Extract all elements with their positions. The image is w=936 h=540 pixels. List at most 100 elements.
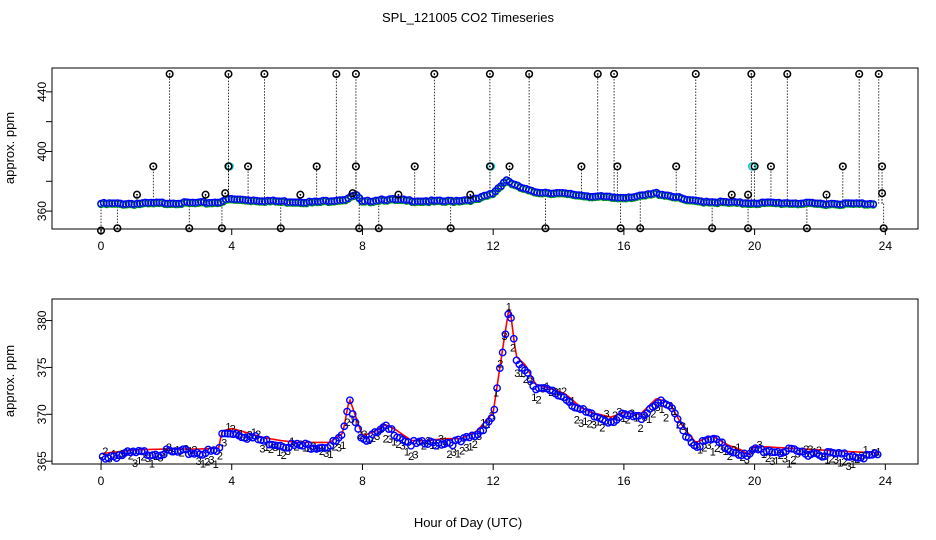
series-1-label-point: 1 <box>506 302 512 314</box>
series-3-point <box>194 198 203 207</box>
series-1-label-point: 1 <box>812 446 818 458</box>
top-outlier-points <box>96 69 888 235</box>
series-3-point <box>122 200 130 208</box>
series-3-point <box>534 384 543 393</box>
series-1-label-point: 1 <box>595 416 601 428</box>
outlier-point <box>466 190 475 199</box>
series-2-label-point: 2 <box>676 420 682 432</box>
outlier-point-center <box>449 227 452 230</box>
bottom-y-tick-label: 370 <box>35 404 49 424</box>
series-3-point <box>354 424 363 433</box>
series-1-label-point: 1 <box>225 422 231 434</box>
outlier-point-center <box>747 193 749 196</box>
outlier-point-center <box>221 227 223 230</box>
outlier-point <box>332 69 341 79</box>
bottom-y-tick-label: 375 <box>35 357 49 377</box>
outlier-point-center <box>489 73 491 75</box>
series-3-point <box>873 450 882 459</box>
outlier-point-center <box>397 193 400 196</box>
outlier-point-center <box>881 192 883 195</box>
series-3-label-point: 3 <box>463 442 469 454</box>
outlier-point <box>485 69 494 79</box>
series-1-label-point: 1 <box>735 442 741 454</box>
outlier-point-center <box>168 73 171 75</box>
series-1-label-point: 1 <box>366 435 372 447</box>
outlier-point-center <box>263 73 266 75</box>
outlier-point <box>149 162 158 171</box>
series-2-label-point: 2 <box>153 451 159 463</box>
outlier-point <box>217 224 226 233</box>
series-1-label-point: 1 <box>315 443 321 455</box>
series-3-point <box>588 192 597 201</box>
series-3-point <box>208 198 217 207</box>
series-3-point <box>102 199 111 208</box>
top-outlier-drop-lines <box>100 73 885 231</box>
series-2-label-point: 2 <box>625 414 631 426</box>
series-3-label-point: 3 <box>285 446 291 458</box>
series-2-label-point: 2 <box>204 456 210 468</box>
outlier-point-center <box>825 193 828 196</box>
series-3-point <box>862 450 871 459</box>
series-2-label-point: 2 <box>612 410 618 422</box>
series-3-point <box>430 197 439 205</box>
series-3-label-point: 3 <box>744 454 750 466</box>
outlier-point-center <box>711 227 714 230</box>
outlier-point <box>708 224 717 233</box>
series-2-label-point: 2 <box>472 439 478 451</box>
series-3-point <box>333 196 342 205</box>
outlier-point <box>577 162 586 171</box>
x-axis-label: Hour of Day (UTC) <box>414 515 522 530</box>
outlier-point-center <box>881 165 883 168</box>
series-3-label-point: 3 <box>208 455 214 467</box>
outlier-point <box>879 224 888 233</box>
series-3-point <box>794 199 803 208</box>
outlier-point <box>165 69 174 79</box>
outlier-point <box>260 69 269 79</box>
outlier-point <box>747 69 756 79</box>
outlier-point <box>351 162 360 171</box>
outlier-point <box>113 224 122 233</box>
outlier-point-center <box>616 165 619 168</box>
series-2-label-point: 2 <box>102 446 108 458</box>
outlier-point-center <box>730 193 733 196</box>
outlier-point-center <box>882 227 885 230</box>
series-3-point <box>545 386 554 395</box>
series-2-label-point: 2 <box>510 343 516 355</box>
outlier-point <box>766 162 775 171</box>
outlier-point-center <box>351 192 354 195</box>
top-x-tick-label: 20 <box>748 239 762 253</box>
series-3-point <box>673 415 682 423</box>
outlier-point <box>201 190 210 199</box>
series-2-label-point: 2 <box>306 443 312 455</box>
outlier-point-center <box>204 193 207 196</box>
outlier-point-center <box>786 73 789 75</box>
outlier-point-center <box>613 73 615 75</box>
outlier-point <box>348 189 357 198</box>
series-1-label-point: 1 <box>98 455 104 467</box>
outlier-point-center <box>116 227 119 230</box>
bottom-x-tick-label: 0 <box>98 474 105 488</box>
outlier-point-center <box>335 73 338 75</box>
top-x-tick-label: 4 <box>228 239 235 253</box>
series-2-label-point: 2 <box>242 432 248 444</box>
series-2-label-point: 2 <box>344 417 350 429</box>
series-3-point <box>724 198 733 207</box>
series-3-point <box>507 314 515 322</box>
cyan-outlier-point <box>748 162 757 171</box>
bottom-plot-frame <box>51 298 919 465</box>
series-3-label-point: 3 <box>578 418 584 430</box>
series-3-label-point: 3 <box>667 400 673 412</box>
outlier-point <box>878 189 887 198</box>
series-1-label-point: 1 <box>213 459 219 471</box>
series-3-point <box>704 435 713 444</box>
outlier-point <box>822 190 831 199</box>
series-1-label-point: 1 <box>850 459 856 471</box>
series-1-label-point: 1 <box>455 449 461 461</box>
series-1-label-point: 1 <box>340 440 346 452</box>
series-3-point <box>223 429 232 438</box>
series-3-point <box>202 199 211 208</box>
series-3-label-point: 3 <box>336 442 342 454</box>
outlier-point-center <box>596 73 599 75</box>
outlier-point <box>374 224 383 233</box>
